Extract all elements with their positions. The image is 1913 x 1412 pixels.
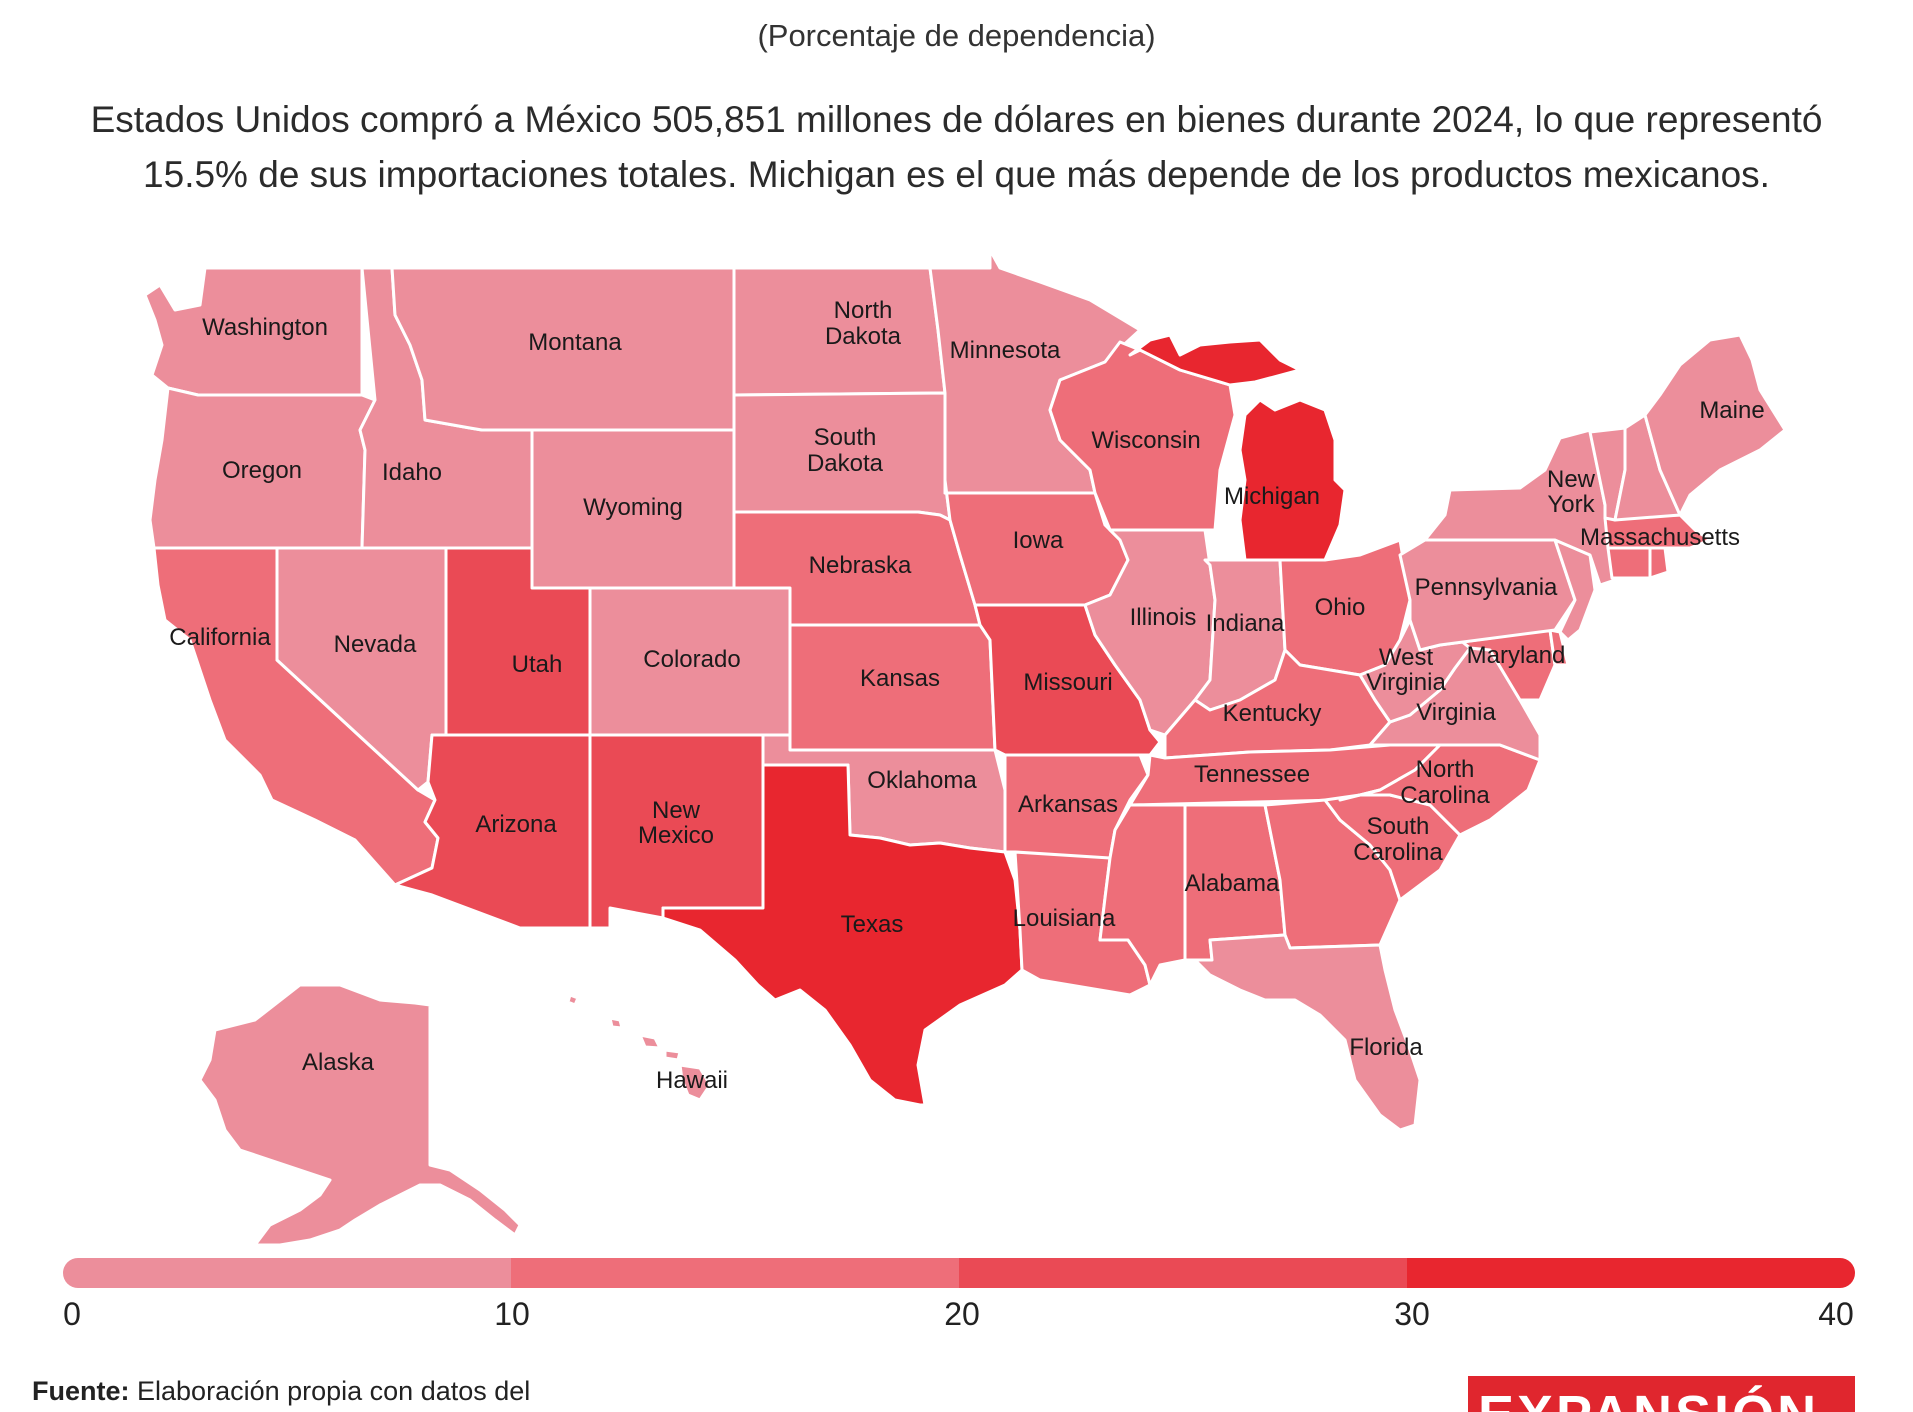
legend-tick-0: 0 <box>63 1296 81 1332</box>
legend-tick-20: 20 <box>944 1296 980 1332</box>
legend-tick-30: 30 <box>1394 1296 1430 1332</box>
state-label-south-dakota-2: Dakota <box>807 450 884 477</box>
state-labels: Washington Oregon California Nevada Idaho Mon… <box>169 297 1764 1094</box>
state-florida[interactable] <box>1193 933 1422 1132</box>
state-label-nevada: Nevada <box>334 631 417 658</box>
state-label-new-york-1: New <box>1547 466 1596 493</box>
state-label-wyoming: Wyoming <box>583 494 683 521</box>
state-label-west-virginia-1: West <box>1379 644 1434 671</box>
state-label-kentucky: Kentucky <box>1223 700 1322 727</box>
map-lead-text: Estados Unidos compró a México 505,851 m… <box>70 92 1843 202</box>
state-label-minnesota: Minnesota <box>950 337 1061 364</box>
state-label-west-virginia-2: Virginia <box>1366 669 1446 696</box>
lead-line-2: 15.5% de sus importaciones totales. Mich… <box>143 154 1770 195</box>
legend-band-0-10 <box>63 1258 511 1288</box>
state-wisconsin[interactable] <box>1048 340 1237 532</box>
state-label-massachusetts: Massachusetts <box>1580 524 1740 551</box>
state-label-south-carolina-2: Carolina <box>1353 839 1443 866</box>
state-label-pennsylvania: Pennsylvania <box>1415 574 1558 601</box>
legend-band-10-20 <box>511 1258 959 1288</box>
state-label-iowa: Iowa <box>1013 527 1064 554</box>
expansion-logo: EXPANSIÓN <box>1468 1376 1855 1412</box>
state-label-maryland: Maryland <box>1467 642 1566 669</box>
state-label-arkansas: Arkansas <box>1018 791 1118 818</box>
state-massachusetts[interactable] <box>1603 513 1712 550</box>
state-label-hawaii: Hawaii <box>656 1067 728 1094</box>
state-label-kansas: Kansas <box>860 665 940 692</box>
state-north-carolina[interactable] <box>1338 743 1542 837</box>
legend-tick-10: 10 <box>494 1296 530 1332</box>
state-maine[interactable] <box>1643 333 1787 517</box>
state-texas[interactable] <box>661 763 1024 1107</box>
state-rhode-island[interactable] <box>1648 546 1670 580</box>
state-label-tennessee: Tennessee <box>1194 761 1310 788</box>
state-label-new-mexico-2: Mexico <box>638 822 714 849</box>
state-label-ohio: Ohio <box>1315 594 1366 621</box>
state-label-alaska: Alaska <box>302 1049 375 1076</box>
source-label: Fuente: <box>32 1376 130 1406</box>
state-label-oklahoma: Oklahoma <box>867 767 977 794</box>
state-label-north-carolina-1: North <box>1416 756 1475 783</box>
state-label-california: California <box>169 624 271 651</box>
state-label-new-york-2: York <box>1547 491 1595 518</box>
state-label-virginia: Virginia <box>1416 699 1496 726</box>
state-label-colorado: Colorado <box>643 646 740 673</box>
state-hawaii[interactable] <box>566 993 712 1102</box>
color-scale-legend <box>63 1258 1855 1288</box>
state-label-texas: Texas <box>841 911 904 938</box>
state-label-montana: Montana <box>528 329 622 356</box>
state-label-north-carolina-2: Carolina <box>1400 782 1490 809</box>
state-label-maine: Maine <box>1699 397 1764 424</box>
state-alaska[interactable] <box>198 983 522 1247</box>
state-label-utah: Utah <box>512 651 563 678</box>
state-label-michigan: Michigan <box>1224 483 1320 510</box>
state-label-louisiana: Louisiana <box>1013 905 1116 932</box>
state-label-arizona: Arizona <box>475 811 557 838</box>
state-label-indiana: Indiana <box>1206 610 1285 637</box>
legend-band-30-40 <box>1407 1258 1855 1288</box>
state-label-idaho: Idaho <box>382 459 442 486</box>
legend-band-20-30 <box>959 1258 1407 1288</box>
state-connecticut[interactable] <box>1606 546 1652 580</box>
state-label-wisconsin: Wisconsin <box>1091 427 1200 454</box>
state-label-alabama: Alabama <box>1185 870 1280 897</box>
state-label-missouri: Missouri <box>1023 669 1112 696</box>
us-choropleth-map: Washington Oregon California Nevada Idaho Mon… <box>143 248 1787 1247</box>
state-label-illinois: Illinois <box>1130 604 1197 631</box>
map-subtitle: (Porcentaje de dependencia) <box>757 18 1156 53</box>
state-new-jersey[interactable] <box>1553 538 1597 642</box>
state-label-nebraska: Nebraska <box>809 552 912 579</box>
state-label-florida: Florida <box>1349 1034 1423 1061</box>
state-michigan[interactable] <box>1128 333 1347 562</box>
state-label-south-dakota-1: South <box>814 424 877 451</box>
legend-tick-40: 40 <box>1818 1296 1854 1332</box>
state-label-north-dakota-1: North <box>834 297 893 324</box>
source-note: Fuente: Elaboración propia con datos del <box>32 1376 530 1407</box>
state-label-new-mexico-1: New <box>652 797 701 824</box>
source-text: Elaboración propia con datos del <box>137 1376 531 1406</box>
state-label-north-dakota-2: Dakota <box>825 323 902 350</box>
state-delaware[interactable] <box>1548 628 1570 667</box>
state-label-washington: Washington <box>202 314 328 341</box>
lead-line-1: Estados Unidos compró a México 505,851 m… <box>90 99 1823 140</box>
logo-text: EXPANSIÓN <box>1478 1384 1819 1412</box>
state-label-oregon: Oregon <box>222 457 302 484</box>
state-label-south-carolina-1: South <box>1367 813 1430 840</box>
